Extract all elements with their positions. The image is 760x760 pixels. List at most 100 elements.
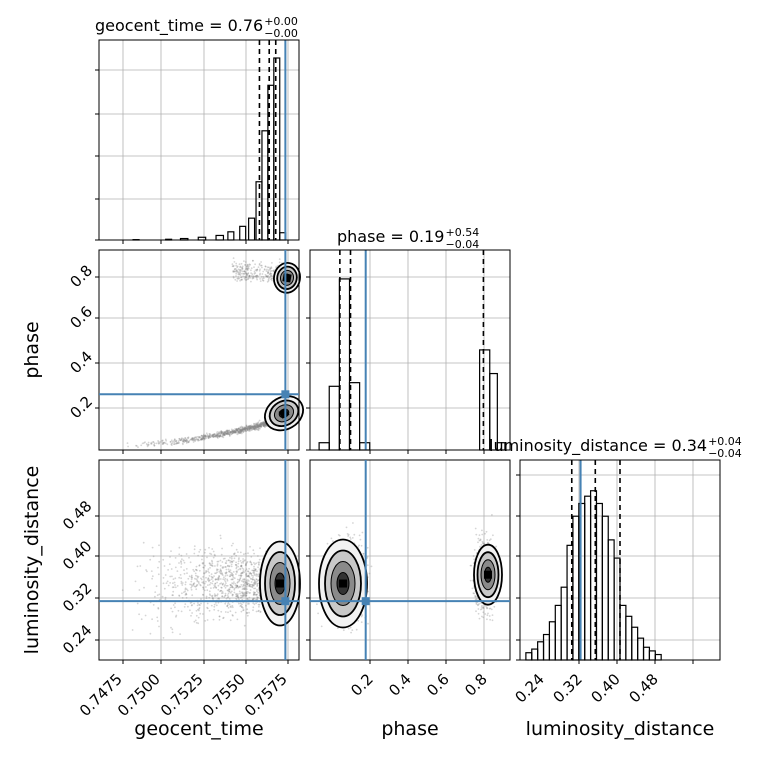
- scatter-point: [222, 566, 225, 568]
- scatter-point: [254, 428, 256, 430]
- scatter-point: [489, 618, 491, 621]
- histogram-bar: [215, 234, 225, 241]
- scatter-point: [270, 274, 272, 277]
- scatter-point: [204, 435, 206, 438]
- scatter-point: [256, 274, 258, 277]
- scatter-point: [227, 559, 230, 562]
- scatter-point: [203, 589, 206, 592]
- scatter-point: [186, 572, 188, 575]
- scatter-point: [237, 428, 240, 430]
- scatter-point: [214, 572, 216, 575]
- scatter-point: [260, 275, 263, 278]
- x-tick-label: 0.48: [625, 670, 661, 706]
- scatter-point: [236, 280, 239, 282]
- scatter-point: [271, 277, 273, 280]
- scatter-point: [248, 576, 251, 579]
- scatter-point: [230, 557, 233, 560]
- scatter-point: [232, 429, 235, 431]
- scatter-point: [158, 593, 161, 596]
- scatter-point: [228, 603, 231, 606]
- scatter-point: [245, 563, 247, 565]
- scatter-point: [209, 433, 211, 435]
- scatter-point: [257, 422, 260, 425]
- scatter-point: [245, 568, 248, 571]
- scatter-point: [271, 279, 273, 282]
- scatter-point: [245, 592, 248, 594]
- scatter-point: [257, 266, 260, 268]
- scatter-point: [239, 429, 242, 432]
- scatter-point: [359, 538, 362, 541]
- scatter-point: [223, 579, 226, 581]
- scatter-point: [220, 582, 223, 584]
- scatter-point: [228, 589, 231, 591]
- scatter-point: [240, 591, 243, 594]
- scatter-point: [245, 592, 248, 594]
- scatter-point: [482, 607, 485, 610]
- scatter-point: [266, 275, 268, 277]
- scatter-point: [242, 427, 245, 430]
- scatter-point: [241, 591, 244, 594]
- scatter-point: [245, 595, 248, 597]
- scatter-point: [255, 425, 258, 428]
- scatter-point: [218, 615, 221, 618]
- scatter-point: [250, 561, 253, 564]
- scatter-point: [362, 553, 365, 555]
- scatter-point: [214, 594, 217, 597]
- scatter-point: [252, 259, 254, 262]
- histogram-bar: [595, 502, 603, 661]
- scatter-point: [244, 427, 247, 430]
- scatter-point: [194, 440, 197, 442]
- x-tick-label: 0.40: [587, 670, 623, 706]
- scatter-point: [233, 268, 236, 270]
- scatter-point: [239, 605, 242, 607]
- scatter-point: [243, 273, 245, 275]
- scatter-point: [248, 427, 251, 430]
- scatter-point: [250, 267, 253, 270]
- scatter-point: [235, 428, 238, 430]
- scatter-point: [249, 427, 252, 429]
- scatter-point: [236, 618, 239, 621]
- scatter-point: [229, 431, 232, 434]
- scatter-point: [178, 438, 181, 440]
- scatter-point: [257, 561, 260, 564]
- scatter-point: [222, 432, 225, 435]
- scatter-point: [172, 586, 175, 589]
- scatter-point: [237, 430, 240, 433]
- scatter-point: [247, 426, 250, 428]
- scatter-point: [231, 432, 234, 435]
- scatter-point: [146, 444, 149, 446]
- scatter-point: [181, 437, 183, 439]
- scatter-point: [135, 444, 137, 447]
- scatter-point: [495, 545, 497, 548]
- scatter-point: [485, 530, 488, 533]
- scatter-point: [235, 570, 238, 573]
- scatter-point: [250, 578, 253, 580]
- scatter-point: [236, 595, 239, 597]
- histogram-bar: [554, 604, 562, 661]
- density-peak: [282, 273, 292, 283]
- scatter-point: [180, 582, 183, 585]
- scatter-point: [175, 442, 178, 445]
- scatter-point: [259, 425, 261, 427]
- scatter-point: [262, 424, 265, 427]
- scatter-point: [219, 564, 222, 567]
- scatter-point: [151, 575, 154, 578]
- scatter-point: [139, 565, 142, 567]
- scatter-point: [239, 429, 242, 432]
- scatter-point: [258, 419, 261, 422]
- scatter-point: [217, 577, 220, 580]
- scatter-point: [214, 582, 217, 585]
- scatter-point: [198, 608, 201, 610]
- scatter-point: [221, 433, 224, 436]
- scatter-point: [170, 607, 173, 610]
- scatter-point: [240, 572, 243, 575]
- scatter-point: [220, 589, 223, 592]
- scatter-point: [232, 560, 235, 562]
- scatter-point: [195, 621, 198, 624]
- scatter-point: [227, 431, 230, 434]
- scatter-point: [166, 443, 169, 446]
- scatter-point: [190, 576, 193, 579]
- scatter-point: [252, 570, 255, 572]
- scatter-point: [246, 264, 249, 267]
- scatter-point: [163, 587, 166, 590]
